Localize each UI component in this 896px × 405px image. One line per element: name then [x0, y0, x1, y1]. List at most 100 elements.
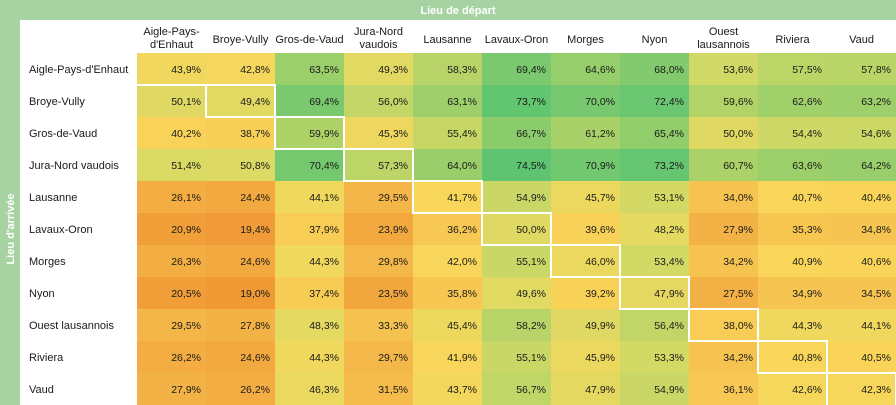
cell-value-label: 73,2% [654, 160, 684, 172]
cell-value-label: 46,3% [309, 384, 339, 396]
cell-value-label: 57,3% [378, 160, 408, 172]
heatmap-cell [620, 53, 690, 86]
col-label-nyon: Nyon [642, 34, 668, 46]
col-label-lavaux-oron: Lavaux-Oron [485, 34, 549, 46]
col-label-gros-de-vaud: Gros-de-Vaud [275, 34, 343, 46]
cell-value-label: 51,4% [171, 160, 201, 172]
heatmap-cell [275, 373, 345, 405]
heatmap-cell [620, 85, 690, 118]
heatmap-cell [206, 181, 276, 214]
header-band [20, 0, 896, 20]
cell-value-label: 70,9% [585, 160, 615, 172]
heatmap-cell [275, 53, 345, 86]
cell-value-label: 45,7% [585, 192, 615, 204]
heatmap-cell [758, 117, 828, 150]
cell-value-label: 40,8% [792, 352, 822, 364]
heatmap-cell [206, 341, 276, 374]
col-label-morges: Morges [567, 34, 604, 46]
heatmap-cell [413, 373, 483, 405]
heatmap-cell [689, 373, 759, 405]
heatmap-cell [482, 85, 552, 118]
heatmap-cell [344, 85, 414, 118]
cell-value-label: 45,9% [585, 352, 615, 364]
row-label-morges: Morges [29, 256, 66, 268]
cell-value-label: 26,1% [171, 192, 201, 204]
heatmap-cell [344, 149, 414, 182]
cell-value-label: 43,9% [171, 64, 201, 76]
cell-value-label: 27,5% [723, 288, 753, 300]
heatmap-cell [689, 213, 759, 246]
cell-value-label: 59,6% [723, 96, 753, 108]
heatmap-cell [689, 309, 759, 342]
heatmap-cell [758, 277, 828, 310]
cell-value-label: 70,0% [585, 96, 615, 108]
heatmap-cell [482, 309, 552, 342]
heatmap-cell [551, 85, 621, 118]
cell-value-label: 49,4% [240, 96, 270, 108]
heatmap-cell [758, 309, 828, 342]
heatmap-cell [413, 85, 483, 118]
cell-value-label: 57,8% [861, 64, 891, 76]
cell-value-label: 61,2% [585, 128, 615, 140]
heatmap-cell [275, 277, 345, 310]
cell-value-label: 64,2% [861, 160, 891, 172]
row-label-nyon: Nyon [29, 288, 55, 300]
heatmap-cell [551, 341, 621, 374]
heatmap-cell [137, 277, 207, 310]
cell-value-label: 38,0% [723, 320, 753, 332]
diagonal-highlight-lower [137, 84, 828, 405]
cell-value-label: 19,0% [240, 288, 270, 300]
heatmap-cell [137, 117, 207, 150]
cell-value-label: 49,3% [378, 64, 408, 76]
row-label-broye-vully: Broye-Vully [29, 96, 85, 108]
heatmap-cell [551, 149, 621, 182]
cell-value-label: 34,2% [723, 352, 753, 364]
heatmap-cell [620, 181, 690, 214]
cell-value-label: 53,6% [723, 64, 753, 76]
cell-value-label: 65,4% [654, 128, 684, 140]
diagonal-highlight-upper [206, 84, 896, 405]
cell-value-label: 44,3% [309, 352, 339, 364]
cell-value-label: 42,0% [447, 256, 477, 268]
heatmap-cell [206, 117, 276, 150]
heatmap-cell [275, 85, 345, 118]
row-label-lausanne: Lausanne [29, 192, 77, 204]
cell-value-label: 53,4% [654, 256, 684, 268]
heatmap-cell [689, 245, 759, 278]
heatmap-cell [413, 117, 483, 150]
heatmap-cell [551, 53, 621, 86]
cell-value-label: 27,8% [240, 320, 270, 332]
cell-value-label: 40,4% [861, 192, 891, 204]
heatmap-cell [413, 277, 483, 310]
heatmap-cell [551, 277, 621, 310]
col-label-ouest-lausannois: Ouest lausannois [697, 26, 750, 51]
cell-value-label: 64,6% [585, 64, 615, 76]
heatmap-cell [620, 373, 690, 405]
heatmap-cell [482, 245, 552, 278]
heatmap-cell [137, 213, 207, 246]
cell-value-label: 42,6% [792, 384, 822, 396]
heatmap-cell [344, 341, 414, 374]
heatmap-cell [137, 309, 207, 342]
heatmap-cell [827, 181, 896, 214]
heatmap-cell [275, 181, 345, 214]
chart-title: Lieu de départ [420, 5, 496, 17]
heatmap-cell [344, 53, 414, 86]
heatmap-cell [689, 53, 759, 86]
heatmap-cell [758, 181, 828, 214]
cell-value-label: 60,7% [723, 160, 753, 172]
row-label-aigle-pays-d-enhaut: Aigle-Pays-d'Enhaut [29, 64, 128, 76]
col-label-riviera: Riviera [775, 34, 810, 46]
cell-value-label: 34,2% [723, 256, 753, 268]
heatmap-cell [827, 341, 896, 374]
cell-value-label: 50,0% [723, 128, 753, 140]
heatmap-cell [482, 213, 552, 246]
cell-value-label: 40,2% [171, 128, 201, 140]
cell-value-label: 47,9% [654, 288, 684, 300]
heatmap-cell [413, 309, 483, 342]
heatmap-cell [413, 53, 483, 86]
heatmap-cell [758, 245, 828, 278]
heatmap-cell [827, 309, 896, 342]
heatmap-cell [827, 53, 896, 86]
cell-value-label: 42,3% [861, 384, 891, 396]
